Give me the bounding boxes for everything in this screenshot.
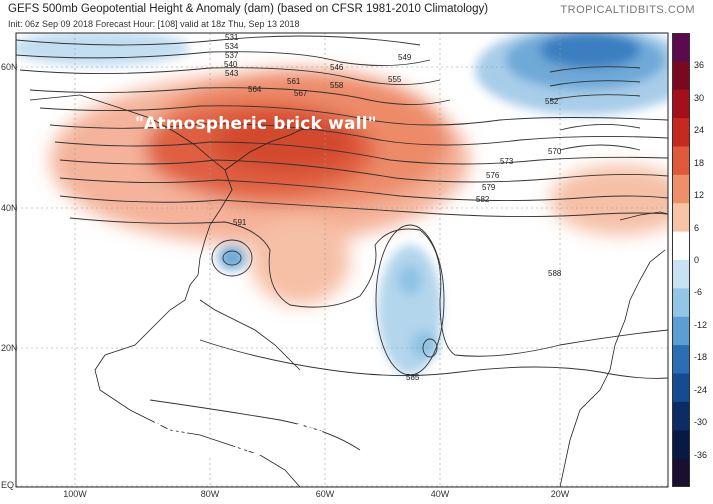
lon-label: 40W: [430, 489, 450, 499]
lon-label: 60W: [315, 489, 335, 499]
colorbar-label: 0: [694, 255, 700, 265]
contour-label: 570: [548, 147, 562, 156]
height-contours: [16, 35, 668, 451]
brand-watermark: TROPICALTIDBITS.COM: [560, 4, 695, 16]
contour-label: 561: [287, 77, 301, 86]
contour-label: 543: [225, 69, 239, 78]
annotation-brick-wall: "Atmospheric brick wall": [135, 114, 377, 134]
contour-label: 549: [398, 53, 412, 62]
lat-label: EQ: [1, 480, 15, 490]
lat-label: 60N: [1, 62, 18, 72]
lat-label: 20N: [1, 343, 18, 353]
contour-label: 567: [294, 89, 308, 98]
colorbar-label: -18: [694, 352, 708, 363]
contour-label: 534: [225, 42, 239, 51]
contour-label: 585: [406, 373, 420, 382]
colorbar-swatch: [672, 458, 690, 487]
map-subtitle: Init: 06z Sep 09 2018 Forecast Hour: [10…: [8, 19, 300, 29]
contour-label: 582: [476, 195, 490, 204]
contour-label: 531: [225, 33, 239, 42]
colorbar-swatch: [672, 231, 690, 261]
map-frame: [15, 32, 669, 488]
colorbar-label: -12: [694, 319, 708, 330]
colorbar-swatch: [672, 345, 690, 374]
colorbar-swatch: [672, 373, 690, 403]
colorbar-swatch: [672, 61, 690, 91]
colorbar-label: 12: [694, 190, 705, 201]
contour-label: 579: [482, 183, 496, 192]
colorbar-swatch: [672, 401, 690, 431]
colorbar-label: 36: [694, 60, 705, 71]
caption-line-2: map for Thursday PM, 9/13: [30, 440, 274, 459]
colorbar-label: 18: [694, 157, 705, 168]
contour-label: 540: [224, 60, 238, 69]
colorbar-label: 24: [694, 125, 705, 136]
lon-label: 80W: [200, 489, 220, 499]
contour-label: 591: [233, 218, 247, 227]
colorbar-label: -30: [694, 417, 708, 428]
colorbar-swatch: [672, 430, 690, 460]
colorbar-label: -24: [694, 384, 708, 395]
map-title: GEFS 500mb Geopotential Height & Anomaly…: [8, 3, 489, 15]
colorbar-swatch: [672, 89, 690, 119]
colorbar-label: -36: [694, 449, 708, 460]
colorbar-swatch: [672, 33, 690, 62]
colorbar-swatch: [672, 174, 690, 204]
colorbar-label: 6: [694, 222, 700, 233]
lon-label: 20W: [550, 489, 570, 499]
coastlines: [29, 94, 668, 487]
contour-label: 573: [500, 157, 514, 166]
caption-line-1: 500 mb height anomaly forecast: [30, 418, 323, 437]
contour-labels: 531 534 537 540 543 546 549 552 555 558 …: [224, 33, 562, 382]
colorbar-swatch: [672, 146, 690, 176]
contour-label: 588: [548, 269, 562, 278]
lon-label: 100W: [63, 489, 87, 499]
anomaly-colorbar: [672, 33, 690, 487]
colorbar-swatch: [672, 260, 690, 289]
colorbar-swatch: [672, 203, 690, 233]
lat-label: 40N: [1, 203, 18, 213]
colorbar-swatch: [672, 118, 690, 147]
contour-label: 564: [248, 85, 262, 94]
contour-label: 558: [330, 81, 344, 90]
contour-label: 546: [330, 63, 344, 72]
contour-label: 537: [225, 51, 239, 60]
colorbar-label: -6: [694, 287, 703, 298]
contour-label: 552: [545, 97, 559, 106]
contour-label: 555: [388, 75, 402, 84]
colorbar-label: 30: [694, 92, 705, 103]
colorbar-swatch: [672, 288, 690, 318]
contour-label: 576: [486, 171, 500, 180]
colorbar-swatch: [672, 316, 690, 346]
